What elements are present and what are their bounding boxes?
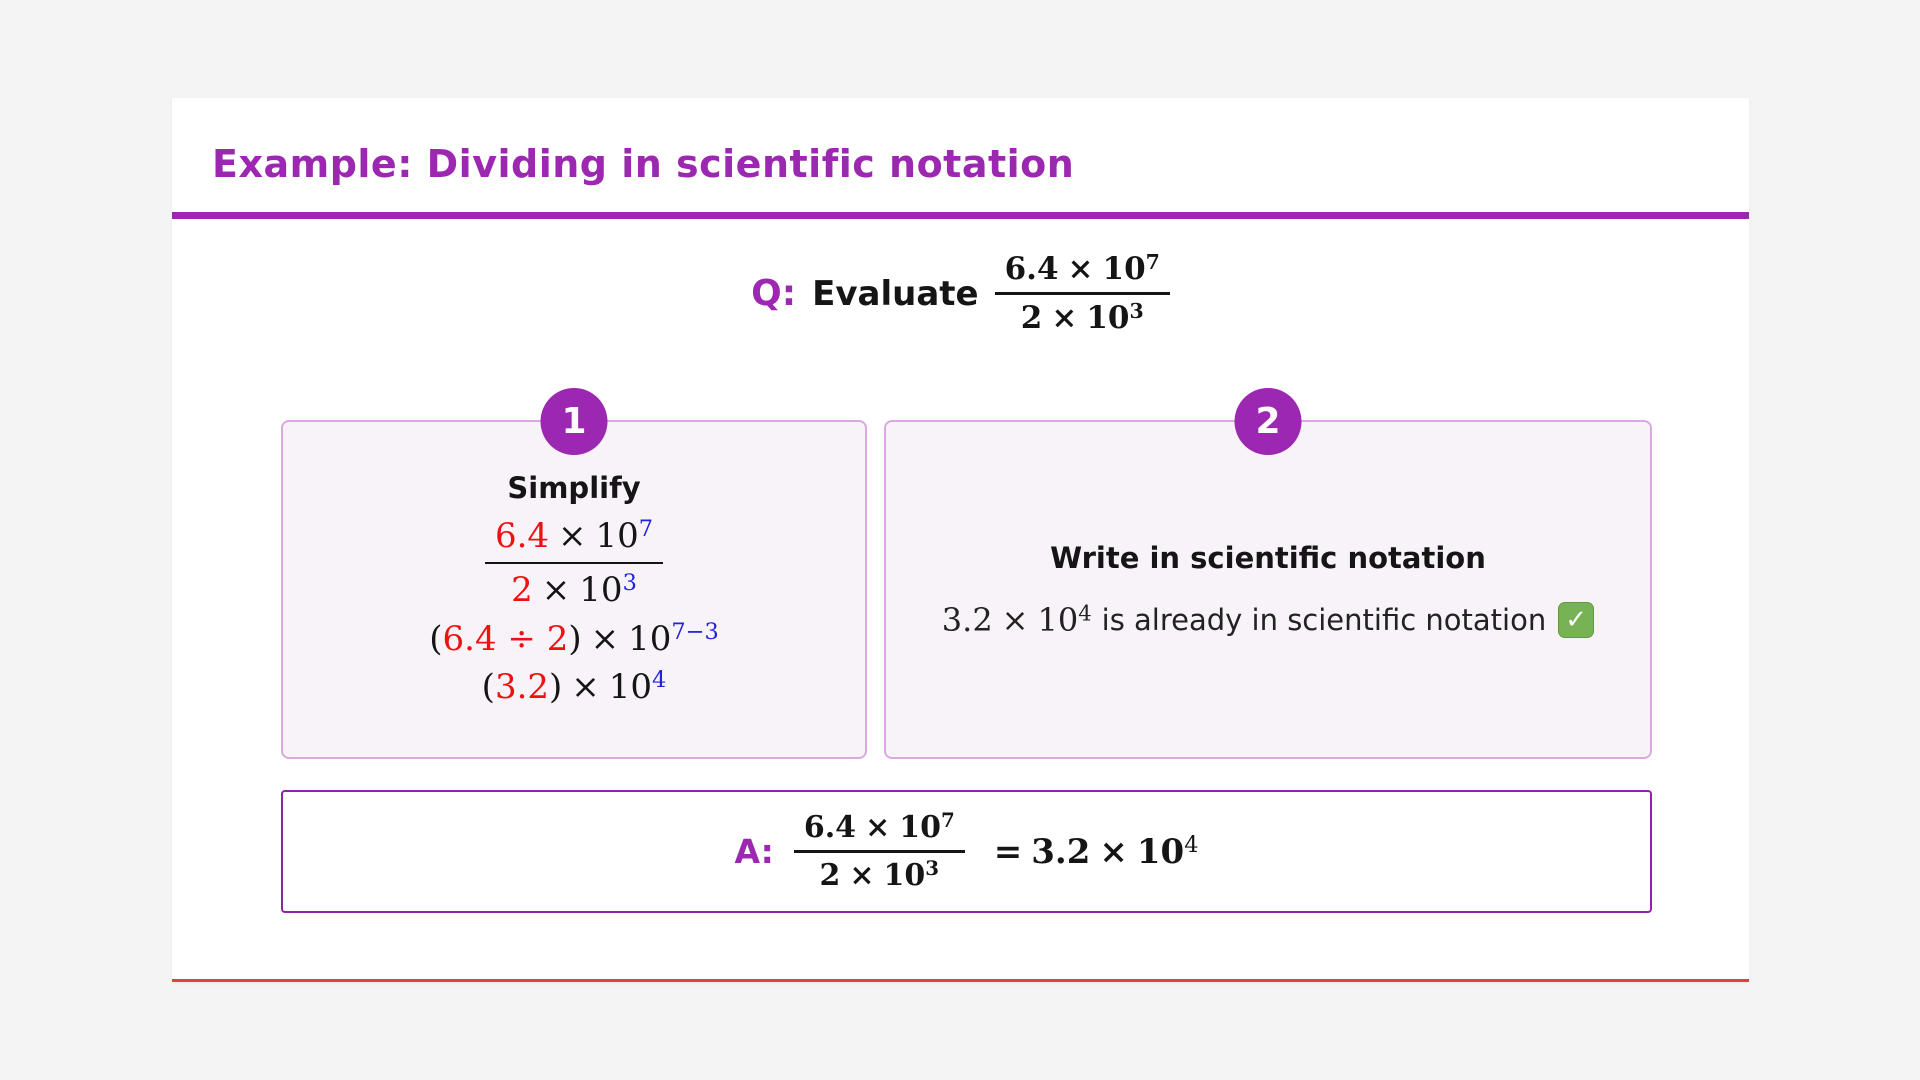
exponent: 7 [940, 808, 955, 833]
equals-sign: = [993, 831, 1023, 872]
question-row: Q: Evaluate 6.4 × 107 2 × 103 [172, 251, 1749, 336]
step1-heading: Simplify [507, 470, 641, 505]
exponent: 4 [652, 666, 667, 693]
step2-text: is already in scientific notation [1101, 602, 1547, 637]
exponent: 7−3 [671, 618, 719, 645]
question-fraction: 6.4 × 107 2 × 103 [994, 249, 1170, 336]
step-box-simplify: 1 Simplify 6.4 × 107 2 × 103 (6.4 ÷ 2) × 107−3… [281, 388, 867, 759]
times-sign: × [590, 618, 620, 659]
fraction-numerator: 6.4 × 107 [793, 808, 965, 853]
exponent: 3 [622, 569, 637, 596]
exponent: 3 [1129, 298, 1144, 323]
step2-math: 3.2 × 104 [941, 599, 1092, 639]
fraction-numerator: 6.4 × 107 [484, 515, 664, 564]
times-sign: × [571, 667, 600, 707]
step1-work: 6.4 × 107 2 × 103 (6.4 ÷ 2) × 107−3 (3.2) × 104 [429, 515, 718, 709]
answer-fraction: 6.4 × 107 2 × 103 [793, 808, 965, 893]
exponent: 3 [925, 856, 940, 881]
step1-fraction: 6.4 × 107 2 × 103 [484, 515, 664, 612]
answer-box: A: 6.4 × 107 2 × 103 = 3.2 × 104 [281, 790, 1652, 913]
step2-statement: 3.2 × 104 is already in scientific notatio… [941, 599, 1595, 639]
lesson-card: Example: Dividing in scientific notation… [172, 98, 1749, 982]
times-sign: × [541, 570, 571, 610]
fraction-denominator: 2 × 103 [1020, 298, 1144, 336]
times-sign: × [558, 515, 587, 556]
step-badge-2: 2 [1234, 388, 1302, 455]
page-title: Example: Dividing in scientific notation [212, 142, 1075, 186]
times-sign: × [849, 858, 875, 893]
answer-result: = 3.2 × 104 [993, 831, 1199, 872]
times-sign: × [1099, 831, 1128, 872]
step1-line3: (3.2) × 104 [481, 666, 667, 707]
exponent: 7 [638, 515, 654, 542]
times-sign: × [1001, 600, 1029, 639]
step-box-scientific-notation: 2 Write in scientific notation 3.2 × 104 i… [884, 388, 1652, 759]
question-prompt: Evaluate [812, 273, 979, 314]
steps-row: 1 Simplify 6.4 × 107 2 × 103 (6.4 ÷ 2) × 107−3… [281, 388, 1652, 759]
times-sign: × [1067, 251, 1094, 287]
step-badge-1: 1 [540, 388, 608, 455]
step1-line2: (6.4 ÷ 2) × 107−3 [429, 618, 719, 659]
exponent: 7 [1145, 249, 1160, 274]
step2-work: Write in scientific notation 3.2 × 104 is … [941, 540, 1595, 639]
times-sign: × [865, 810, 891, 845]
times-sign: × [1051, 300, 1078, 336]
fraction-denominator: 2 × 103 [511, 569, 637, 610]
step2-heading: Write in scientific notation [1050, 540, 1486, 575]
fraction-denominator: 2 × 103 [819, 856, 940, 893]
exponent: 4 [1078, 599, 1092, 625]
fraction-numerator: 6.4 × 107 [994, 249, 1170, 295]
check-icon: ✓ [1558, 601, 1595, 638]
question-label: Q: [751, 273, 797, 314]
exponent: 4 [1184, 831, 1199, 858]
answer-label: A: [734, 832, 774, 871]
title-divider [172, 212, 1749, 219]
